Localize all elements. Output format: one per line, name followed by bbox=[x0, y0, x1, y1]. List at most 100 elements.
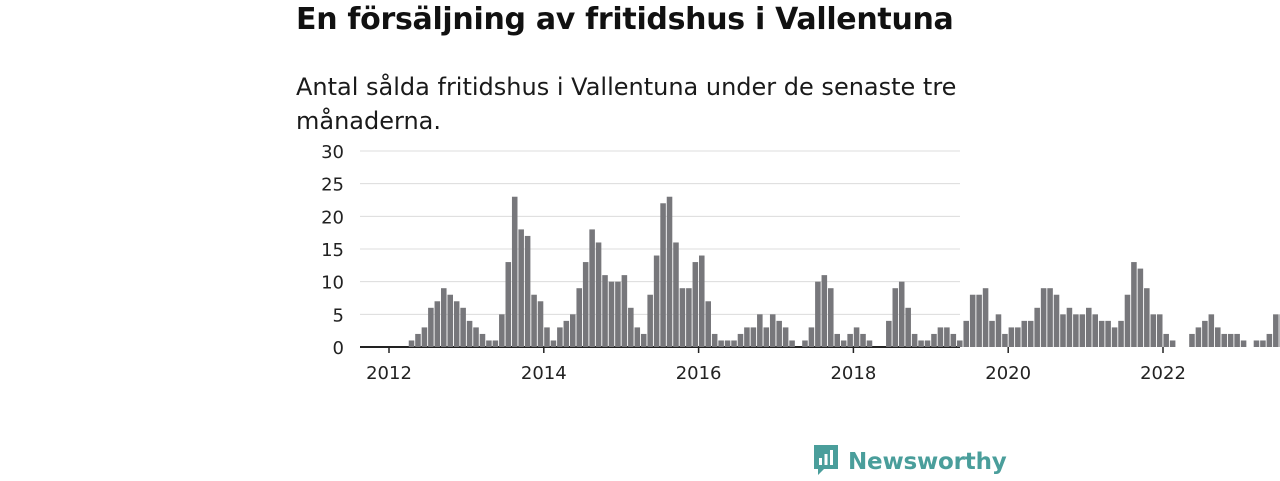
bar bbox=[480, 334, 486, 347]
x-tick-label: 2014 bbox=[521, 363, 567, 384]
newsworthy-icon bbox=[812, 443, 840, 481]
bars bbox=[409, 197, 1280, 347]
bar bbox=[815, 282, 821, 347]
bar bbox=[957, 340, 963, 347]
x-tick-label: 2020 bbox=[985, 363, 1031, 384]
bar bbox=[1163, 334, 1169, 347]
bar bbox=[751, 327, 757, 347]
x-axis-ticks: 20122014201620182020202220242026 bbox=[366, 347, 1280, 384]
bar bbox=[1002, 334, 1008, 347]
bar bbox=[1267, 334, 1273, 347]
x-tick-label: 2016 bbox=[676, 363, 722, 384]
bar bbox=[809, 327, 815, 347]
bar bbox=[983, 288, 989, 347]
bar bbox=[422, 327, 428, 347]
bar bbox=[1118, 321, 1124, 347]
bar bbox=[1196, 327, 1202, 347]
bar bbox=[1092, 314, 1098, 347]
brand-logo[interactable]: Newsworthy bbox=[812, 444, 1007, 480]
bar bbox=[847, 334, 853, 347]
bar bbox=[854, 327, 860, 347]
bar bbox=[615, 282, 621, 347]
y-tick-label: 10 bbox=[321, 273, 344, 294]
bar bbox=[1131, 262, 1137, 347]
bar bbox=[1157, 314, 1163, 347]
bar bbox=[486, 340, 492, 347]
bar bbox=[673, 242, 679, 347]
bar bbox=[712, 334, 718, 347]
bar bbox=[686, 288, 692, 347]
bar bbox=[963, 321, 969, 347]
bar bbox=[1151, 314, 1157, 347]
bar bbox=[718, 340, 724, 347]
bar bbox=[473, 327, 479, 347]
brand-name: Newsworthy bbox=[848, 449, 1007, 475]
bar bbox=[622, 275, 628, 347]
bar bbox=[647, 295, 653, 347]
bar bbox=[802, 340, 808, 347]
bar bbox=[518, 229, 524, 347]
bar bbox=[499, 314, 505, 347]
bar bbox=[602, 275, 608, 347]
bar bbox=[1209, 314, 1215, 347]
bar bbox=[1202, 321, 1208, 347]
bar bbox=[1073, 314, 1079, 347]
bar bbox=[834, 334, 840, 347]
bar bbox=[1234, 334, 1240, 347]
bar bbox=[1015, 327, 1021, 347]
bar bbox=[770, 314, 776, 347]
y-tick-label: 30 bbox=[321, 142, 344, 163]
y-tick-label: 5 bbox=[333, 305, 344, 326]
bar bbox=[918, 340, 924, 347]
bar bbox=[912, 334, 918, 347]
bar bbox=[409, 340, 415, 347]
bar bbox=[731, 340, 737, 347]
bar bbox=[538, 301, 544, 347]
bar bbox=[654, 256, 660, 347]
bar bbox=[1054, 295, 1060, 347]
bar bbox=[989, 321, 995, 347]
bar bbox=[628, 308, 634, 347]
bar bbox=[564, 321, 570, 347]
bar bbox=[641, 334, 647, 347]
bar bbox=[1105, 321, 1111, 347]
bar bbox=[899, 282, 905, 347]
bar bbox=[1028, 321, 1034, 347]
bar bbox=[1221, 334, 1227, 347]
bar bbox=[693, 262, 699, 347]
bar bbox=[1009, 327, 1015, 347]
bar bbox=[544, 327, 550, 347]
bar bbox=[551, 340, 557, 347]
y-tick-label: 15 bbox=[321, 240, 344, 261]
bar bbox=[725, 340, 731, 347]
bar bbox=[996, 314, 1002, 347]
bar bbox=[744, 327, 750, 347]
bar bbox=[893, 288, 899, 347]
bar bbox=[1086, 308, 1092, 347]
bar bbox=[570, 314, 576, 347]
bar bbox=[970, 295, 976, 347]
bar bbox=[764, 327, 770, 347]
bar bbox=[1022, 321, 1028, 347]
x-tick-label: 2018 bbox=[830, 363, 876, 384]
bar bbox=[705, 301, 711, 347]
bar bbox=[583, 262, 589, 347]
bar bbox=[738, 334, 744, 347]
bar bbox=[789, 340, 795, 347]
bar bbox=[660, 203, 666, 347]
bar bbox=[783, 327, 789, 347]
bar bbox=[776, 321, 782, 347]
bar bbox=[680, 288, 686, 347]
bar bbox=[925, 340, 931, 347]
bar bbox=[506, 262, 512, 347]
bar bbox=[860, 334, 866, 347]
bar bbox=[951, 334, 957, 347]
bar bbox=[596, 242, 602, 347]
bar bbox=[822, 275, 828, 347]
bar bbox=[447, 295, 453, 347]
bar bbox=[1273, 314, 1279, 347]
bar bbox=[1041, 288, 1047, 347]
bar bbox=[1112, 327, 1118, 347]
